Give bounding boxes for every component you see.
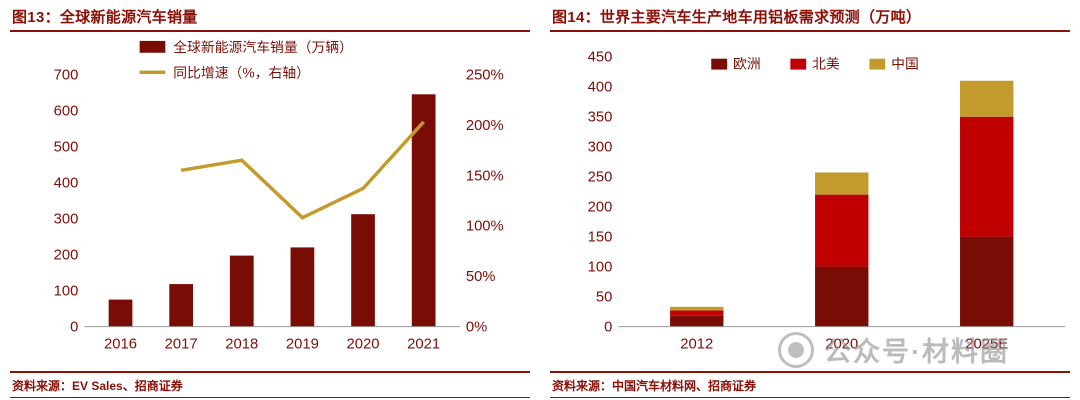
axis-tick-label: 0% <box>466 320 487 336</box>
axis-tick-label: 600 <box>54 103 79 119</box>
bar-2019 <box>290 247 315 327</box>
title-underline <box>550 30 1070 32</box>
bar-2017 <box>169 284 194 327</box>
stack-segment-2012 <box>670 315 724 327</box>
axis-tick-label: 2019 <box>286 336 319 352</box>
bar-2021 <box>411 94 436 327</box>
axis-tick-label: 2017 <box>165 336 198 352</box>
axis-tick-label: 2021 <box>407 336 440 352</box>
axis-tick-label: 150% <box>466 168 504 184</box>
axis-tick-label: 100 <box>54 283 79 299</box>
axis-tick-label: 2020 <box>347 336 380 352</box>
axis-tick-label: 450 <box>588 50 613 66</box>
axis-tick-label: 0 <box>70 320 78 336</box>
source-divider <box>10 371 530 374</box>
stack-segment-2025E <box>960 116 1014 237</box>
axis-tick-label: 350 <box>588 110 613 126</box>
ev-sales-combo-chart: 0 100 200 300 400 500 600 700 0% 50% 100% 150% 200% 2… <box>54 39 504 353</box>
bar-2018 <box>229 255 254 327</box>
bar-series <box>108 94 436 327</box>
bottom-divider <box>10 397 530 399</box>
axis-tick-label: 2016 <box>104 336 137 352</box>
panel-figure-13: 图13：全球新能源汽车销量 0 100 200 300 400 500 600 700 0% 50… <box>10 9 530 399</box>
figure-14-title: 图14：世界主要汽车生产地车用铝板需求预测（万吨） <box>552 9 922 26</box>
axis-tick-label: 100% <box>466 219 504 235</box>
legend: 全球新能源汽车销量（万辆） 同比增速（%，右轴） <box>139 39 353 80</box>
source-divider <box>550 371 1070 374</box>
stack-segment-2012 <box>670 310 724 316</box>
axis-tick-label: 300 <box>588 140 613 156</box>
figure-14-source: 资料来源：中国汽车材料网、招商证券 <box>552 379 757 394</box>
axis-tick-label: 同比增速（%，右轴） <box>173 64 310 80</box>
legend-swatch-bar <box>139 40 166 53</box>
title-underline <box>10 30 530 32</box>
panel-figure-14: 图14：世界主要汽车生产地车用铝板需求预测（万吨） 0 50 100 150 200 25… <box>540 0 1080 400</box>
axis-tick-label: 欧洲 <box>733 56 761 72</box>
legend: 欧洲 北美 中国 <box>711 56 919 72</box>
legend-swatch <box>869 58 886 70</box>
figure-13-source: 资料来源：EV Sales、招商证券 <box>12 379 183 394</box>
axis-tick-label: 2020 <box>825 336 858 352</box>
axis-tick-label: 700 <box>54 67 79 83</box>
stack-segment-2025E <box>960 236 1014 327</box>
legend-swatch <box>790 58 807 70</box>
axis-tick-label: 中国 <box>891 56 919 72</box>
axis-tick-label: 全球新能源汽车销量（万辆） <box>173 39 353 55</box>
axis-tick-label: 北美 <box>812 56 840 72</box>
stack-segment-2020 <box>815 266 869 327</box>
axis-tick-label: 200 <box>54 247 79 263</box>
axis-tick-label: 400 <box>54 175 79 191</box>
axis-tick-label: 250 <box>588 170 613 186</box>
axis-tick-label: 150 <box>588 230 613 246</box>
legend-swatch-line <box>139 70 166 75</box>
axis-tick-label: 0 <box>604 320 612 336</box>
axis-tick-label: 50 <box>596 290 612 306</box>
legend-swatch <box>711 58 728 70</box>
stack-segment-2025E <box>960 80 1014 117</box>
axis-tick-label: 500 <box>54 139 79 155</box>
stack-segment-2020 <box>815 172 869 195</box>
axis-tick-label: 2012 <box>680 336 713 352</box>
axis-tick-label: 2018 <box>225 336 258 352</box>
bar-2016 <box>108 299 133 327</box>
stacked-bar-series <box>670 80 1014 327</box>
growth-rate-line <box>180 120 425 220</box>
stack-segment-2012 <box>670 306 724 311</box>
axis-tick-label: 200% <box>466 118 504 134</box>
bottom-divider <box>550 397 1070 399</box>
axis-tick-label: 400 <box>588 80 613 96</box>
axis-tick-label: 200 <box>588 200 613 216</box>
stack-segment-2020 <box>815 194 869 267</box>
figure-13-title: 图13：全球新能源汽车销量 <box>12 9 198 26</box>
axis-tick-label: 2025E <box>965 336 1008 352</box>
bar-2020 <box>351 214 375 327</box>
axis-tick-label: 100 <box>588 260 613 276</box>
axis-tick-label: 250% <box>466 67 504 83</box>
axis-tick-label: 50% <box>466 269 496 285</box>
axis-tick-label: 300 <box>54 211 79 227</box>
aluminum-demand-stacked-chart: 0 50 100 150 200 250 300 350 400 450 2012 2020 2025E… <box>588 50 1066 352</box>
